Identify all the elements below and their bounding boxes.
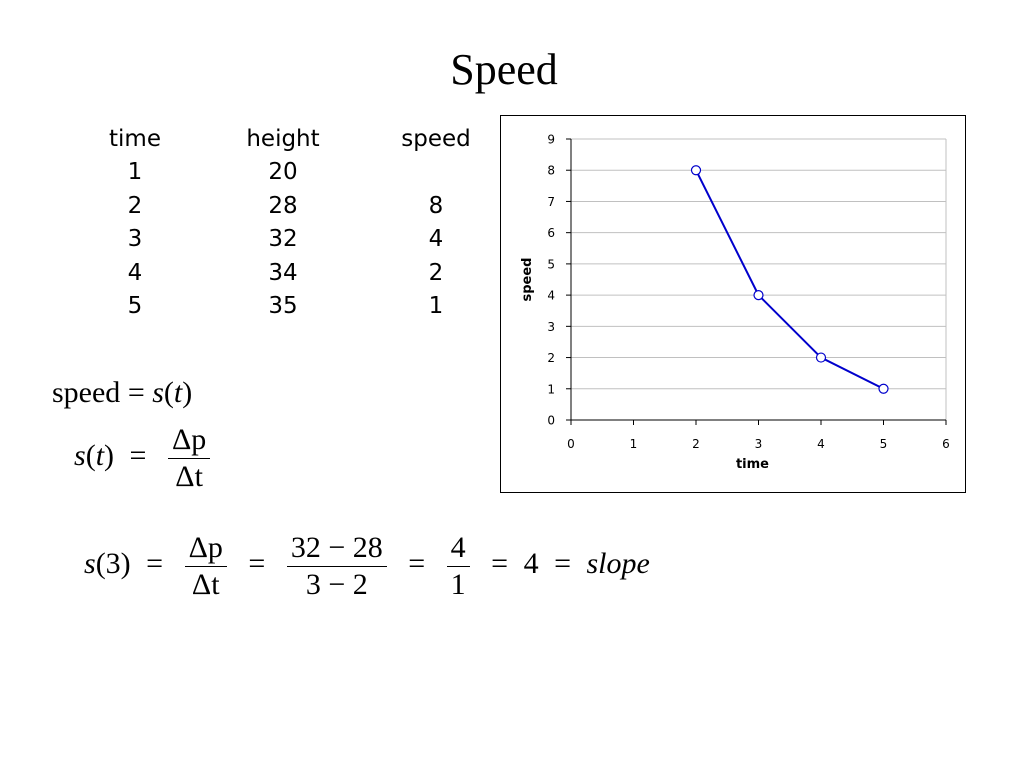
formula-paren-left: ( (85, 438, 96, 472)
cell-speed (388, 156, 484, 190)
cell-height: 28 (268, 192, 298, 219)
formula-speed-word: speed (52, 376, 121, 409)
cell-height: 34 (268, 259, 298, 286)
speed-chart: 0 1 2 3 4 5 6 7 8 9 0 1 2 3 4 5 6 time speed (500, 115, 966, 493)
formula-s: s (84, 546, 96, 580)
fraction-delta: Δp Δt (167, 424, 211, 493)
formula-speed-definition: speed = s(t) (52, 376, 192, 410)
y-axis-label: speed (520, 258, 535, 302)
formula-equals: = (491, 546, 509, 580)
fraction-denominator: 1 (450, 567, 466, 601)
x-tick-label: 6 (942, 437, 950, 451)
cell-time: 4 (127, 259, 143, 286)
y-tick-label: 8 (547, 164, 555, 178)
table-row: 4 34 2 (92, 256, 484, 290)
cell-height: 32 (268, 226, 298, 253)
data-table: time height speed 1 20 2 28 8 3 32 4 4 3… (92, 122, 484, 323)
x-tick-label: 4 (817, 437, 825, 451)
x-tick-label: 5 (880, 437, 888, 451)
formula-paren-right: ) (104, 438, 115, 472)
cell-time: 1 (127, 159, 143, 186)
formula-paren-left: ( (163, 376, 174, 409)
formula-equals: = (129, 438, 147, 472)
cell-height: 35 (268, 293, 298, 320)
fraction-numerator: Δp (167, 424, 211, 459)
table-row: 3 32 4 (92, 223, 484, 257)
formula-slope-calculation: s(3) = Δp Δt = 32 − 28 3 − 2 = 4 1 = 4 =… (84, 532, 650, 600)
cell-time: 3 (127, 226, 143, 253)
y-tick-label: 5 (547, 257, 555, 271)
cell-time: 2 (127, 192, 143, 219)
table-row: 1 20 (92, 156, 484, 190)
formula-equals: = (554, 546, 571, 580)
cell-speed: 4 (428, 226, 444, 253)
formula-s: s (74, 438, 86, 472)
formula-equals: = (127, 376, 145, 409)
y-tick-label: 9 (547, 133, 555, 147)
y-tick-label: 7 (547, 195, 555, 209)
header-height: height (246, 125, 320, 152)
fraction-denominator: 3 − 2 (305, 567, 368, 601)
chart-svg: 0 1 2 3 4 5 6 7 8 9 0 1 2 3 4 5 6 time speed (520, 133, 950, 473)
y-tick-label: 6 (547, 226, 555, 240)
table-row: 2 28 8 (92, 189, 484, 223)
formula-value: 4 (523, 546, 539, 580)
cell-speed: 2 (428, 259, 444, 286)
data-point (690, 165, 702, 176)
table-header-row: time height speed (92, 122, 484, 156)
formula-arg: (3) (95, 546, 131, 580)
data-point (753, 290, 764, 301)
cell-height: 20 (268, 159, 298, 186)
fraction-denominator: Δt (191, 567, 220, 601)
cell-time: 5 (127, 293, 143, 320)
formula-t: t (95, 438, 105, 472)
slide-title: Speed (450, 45, 558, 94)
y-tick-label: 4 (547, 289, 555, 303)
x-tick-label: 2 (692, 437, 700, 451)
fraction-numerator: 32 − 28 (286, 532, 387, 567)
cell-speed: 1 (428, 293, 444, 320)
y-tick-label: 2 (547, 351, 555, 365)
x-tick-label: 1 (630, 437, 638, 451)
formula-equals: = (408, 546, 426, 580)
formula-equals: = (248, 546, 266, 580)
x-tick-label: 0 (567, 437, 575, 451)
cell-speed: 8 (428, 192, 444, 219)
data-point (815, 352, 827, 363)
header-speed: speed (401, 125, 471, 152)
y-tick-label: 3 (547, 320, 555, 334)
formula-slope-word: slope (586, 546, 650, 580)
fraction-numerator: 4 (446, 532, 470, 567)
formula-equals: = (146, 546, 164, 580)
x-tick-label: 3 (755, 437, 763, 451)
fraction-denominator: Δt (175, 459, 203, 493)
formula-t: t (173, 376, 183, 409)
data-point (878, 383, 889, 394)
fraction-result: 4 1 (446, 532, 470, 601)
formula-speed-ratio: s(t) = Δp Δt (74, 424, 216, 492)
formula-paren-right: ) (182, 376, 193, 409)
formula-s: s (152, 376, 164, 409)
y-tick-label: 1 (547, 382, 555, 396)
fraction-numerator: Δp (184, 532, 227, 567)
header-time: time (109, 125, 161, 152)
x-axis-label: time (736, 457, 769, 472)
fraction-values: 32 − 28 3 − 2 (286, 532, 387, 601)
fraction-delta: Δp Δt (184, 532, 227, 601)
table-row: 5 35 1 (92, 290, 484, 324)
y-tick-label: 0 (547, 414, 555, 428)
series-line (695, 169, 884, 390)
